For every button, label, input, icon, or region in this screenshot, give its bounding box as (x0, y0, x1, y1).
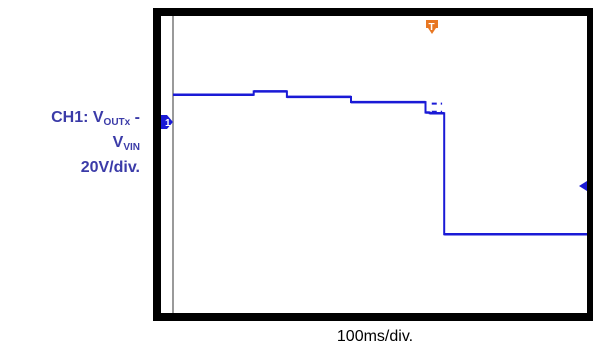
trigger-marker: T (426, 20, 438, 34)
channel-1-label-line-2: VVIN (40, 133, 140, 157)
trigger-marker-shape (426, 20, 438, 34)
channel-1-label-line-1: CH1: VOUTx - (40, 108, 140, 132)
channel-1-marker-shape (161, 115, 173, 129)
channel-1-marker-label: 1 (165, 118, 171, 129)
channel-1-label-sub-vin: VIN (123, 142, 140, 153)
channel-1-trace (173, 90, 587, 236)
channel-1-label-prefix: CH1: V (51, 109, 104, 126)
trace-line (173, 90, 587, 236)
channel-1-marker: 1 (161, 115, 173, 129)
trigger-level-arrow-icon (579, 181, 587, 191)
channel-1-label-sub-outx: OUTx (103, 117, 131, 128)
channel-1-label-v: V (112, 134, 124, 151)
oscilloscope-screen: 1 T (161, 16, 587, 313)
oscilloscope-frame: 1 T (153, 8, 593, 321)
trace-plot: 1 T (161, 16, 587, 313)
channel-1-scale-label: 20V/div. (80, 159, 140, 176)
timebase-label: 100ms/div. (336, 328, 414, 345)
trigger-marker-label: T (429, 22, 435, 33)
channel-1-label-minus: - (130, 109, 140, 126)
